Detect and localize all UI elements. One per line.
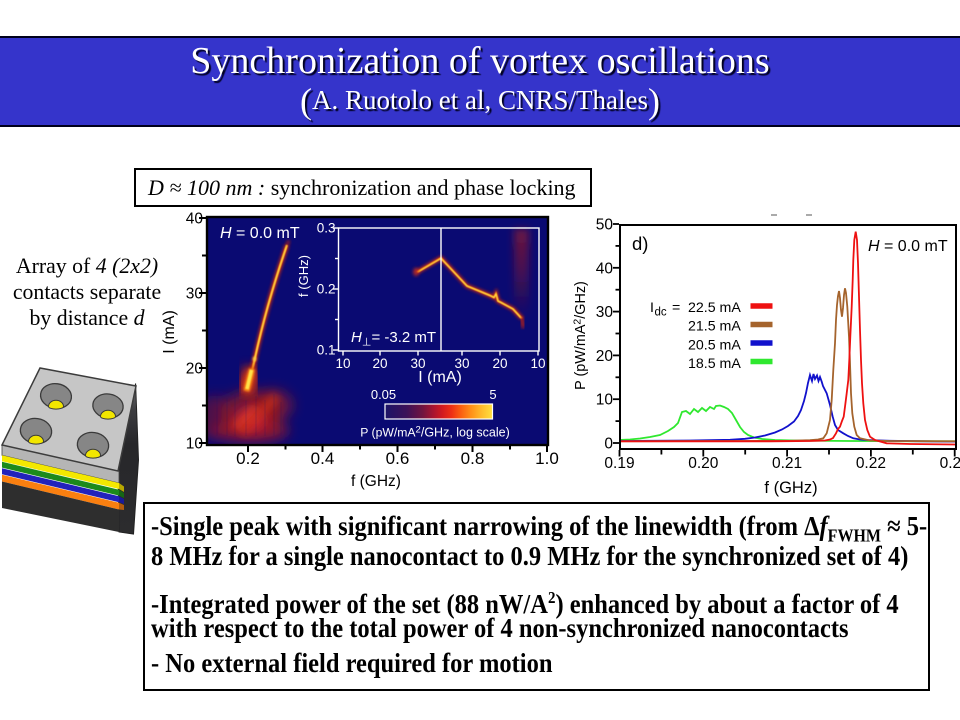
svg-text:0.19: 0.19 (604, 455, 634, 472)
svg-text:20: 20 (186, 361, 204, 378)
svg-text:40: 40 (596, 260, 614, 277)
svg-text:30: 30 (186, 286, 204, 303)
svg-text:0.3: 0.3 (317, 221, 336, 236)
svg-text:0.4: 0.4 (311, 449, 335, 468)
svg-text:H = 0.0 mT: H = 0.0 mT (868, 238, 948, 255)
svg-text:dc: dc (655, 307, 667, 319)
svg-text:10: 10 (596, 392, 614, 409)
svg-text:d): d) (632, 233, 648, 254)
svg-text:0.05: 0.05 (371, 387, 396, 402)
svg-text:0: 0 (604, 436, 613, 453)
svg-text:0.22: 0.22 (856, 455, 886, 472)
svg-text:H⊥= -3.2 mT: H⊥= -3.2 mT (351, 329, 436, 349)
svg-text:18.5 mA: 18.5 mA (688, 356, 741, 372)
svg-text:=: = (672, 300, 680, 316)
svg-text:f (GHz): f (GHz) (351, 473, 401, 490)
svg-text:0.2: 0.2 (317, 282, 336, 297)
svg-text:30: 30 (410, 356, 425, 371)
svg-text:I: I (650, 300, 654, 316)
svg-text:10: 10 (186, 436, 204, 453)
svg-text:1.0: 1.0 (535, 449, 559, 468)
svg-text:f (GHz): f (GHz) (296, 255, 311, 297)
svg-text:30: 30 (454, 356, 469, 371)
svg-text:0.8: 0.8 (461, 449, 485, 468)
svg-text:5: 5 (489, 387, 496, 402)
svg-text:30: 30 (596, 304, 614, 321)
svg-text:10: 10 (530, 356, 545, 371)
svg-text:22.5 mA: 22.5 mA (688, 300, 741, 316)
svg-text:I (mA): I (mA) (418, 369, 462, 386)
svg-text:P (pW/mA2/GHz, log scale): P (pW/mA2/GHz, log scale) (360, 425, 510, 440)
svg-text:20: 20 (596, 348, 614, 365)
svg-text:0.2: 0.2 (236, 449, 260, 468)
svg-text:21.5 mA: 21.5 mA (688, 319, 741, 335)
svg-text:0.21: 0.21 (772, 455, 802, 472)
svg-text:f (GHz): f (GHz) (764, 479, 817, 497)
svg-text:20: 20 (492, 356, 507, 371)
svg-text:P (pW/mA2/GHz): P (pW/mA2/GHz) (572, 281, 590, 390)
svg-text:20.5 mA: 20.5 mA (688, 337, 741, 353)
svg-text:0.23: 0.23 (940, 455, 960, 472)
svg-text:0.20: 0.20 (688, 455, 719, 472)
svg-text:I (mA): I (mA) (161, 310, 178, 354)
svg-text:H = 0.0 mT: H = 0.0 mT (220, 225, 300, 242)
svg-text:10: 10 (335, 356, 350, 371)
svg-text:0.6: 0.6 (386, 449, 410, 468)
svg-text:50: 50 (596, 217, 614, 234)
svg-text:20: 20 (372, 356, 387, 371)
svg-text:40: 40 (186, 211, 204, 228)
svg-text:0.1: 0.1 (317, 343, 336, 358)
